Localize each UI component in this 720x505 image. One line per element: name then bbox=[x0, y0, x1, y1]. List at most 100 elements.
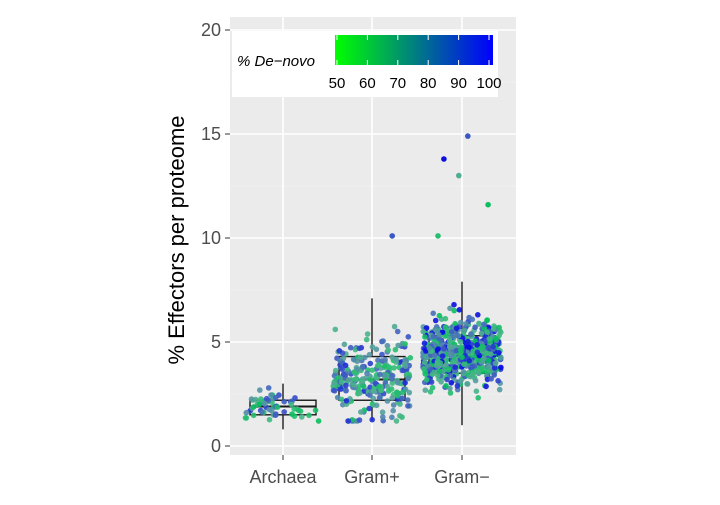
data-point bbox=[474, 349, 481, 356]
data-point bbox=[447, 305, 453, 312]
data-point bbox=[393, 418, 400, 424]
data-point bbox=[484, 329, 490, 336]
data-point bbox=[380, 414, 386, 420]
data-point bbox=[436, 368, 443, 374]
data-point bbox=[422, 334, 428, 340]
data-point bbox=[495, 378, 501, 384]
data-point bbox=[422, 387, 429, 394]
data-point bbox=[389, 395, 396, 401]
data-point bbox=[399, 395, 406, 402]
data-point bbox=[273, 394, 279, 401]
data-point bbox=[479, 365, 485, 372]
data-point bbox=[454, 383, 461, 389]
data-point bbox=[496, 350, 502, 356]
data-point bbox=[360, 383, 367, 390]
data-point bbox=[405, 403, 411, 409]
legend-tick-label: 70 bbox=[389, 75, 406, 92]
data-point bbox=[248, 396, 255, 402]
data-point bbox=[430, 310, 437, 317]
data-point bbox=[432, 317, 439, 324]
legend-tick-label: 90 bbox=[450, 75, 467, 92]
y-tick-label: 10 bbox=[201, 228, 221, 248]
data-point bbox=[426, 345, 433, 351]
data-point bbox=[445, 367, 452, 373]
data-point bbox=[376, 383, 382, 390]
data-point bbox=[242, 415, 249, 421]
data-point bbox=[268, 392, 274, 398]
data-point bbox=[373, 402, 380, 409]
data-point bbox=[356, 417, 363, 423]
data-point bbox=[448, 380, 455, 386]
data-point bbox=[381, 363, 388, 370]
data-point bbox=[359, 379, 366, 385]
data-point bbox=[250, 412, 257, 419]
data-point bbox=[420, 328, 427, 335]
data-point bbox=[376, 362, 382, 368]
data-point bbox=[449, 359, 456, 366]
data-point bbox=[265, 385, 272, 391]
data-point bbox=[443, 383, 449, 389]
y-tick-label: 15 bbox=[201, 124, 221, 144]
legend-tick-label: 100 bbox=[476, 75, 501, 92]
data-point bbox=[469, 316, 476, 323]
data-point bbox=[451, 301, 457, 308]
data-point bbox=[490, 343, 496, 350]
data-point bbox=[447, 372, 454, 379]
data-point bbox=[256, 401, 263, 408]
legend-tick-label: 80 bbox=[420, 75, 437, 92]
data-point bbox=[463, 321, 469, 327]
y-tick-label: 0 bbox=[211, 436, 221, 456]
data-point bbox=[446, 344, 453, 350]
data-point bbox=[437, 360, 444, 366]
data-point bbox=[435, 346, 441, 352]
y-axis-label: % Effectors per proteome bbox=[164, 115, 189, 364]
data-point bbox=[281, 398, 288, 405]
data-point bbox=[476, 321, 483, 327]
data-point bbox=[470, 370, 477, 377]
data-point bbox=[390, 402, 397, 408]
legend-tick-label: 60 bbox=[359, 75, 376, 92]
data-point bbox=[250, 404, 257, 410]
data-point bbox=[430, 334, 437, 340]
data-point-outlier bbox=[435, 233, 441, 239]
x-tick-label: Gram− bbox=[434, 467, 490, 487]
data-point bbox=[363, 336, 370, 343]
data-point bbox=[487, 336, 493, 342]
data-point bbox=[356, 383, 363, 389]
data-point bbox=[359, 363, 366, 370]
data-point bbox=[393, 356, 400, 363]
data-point bbox=[263, 395, 270, 402]
data-point bbox=[483, 383, 489, 390]
data-point bbox=[451, 307, 458, 314]
data-point bbox=[397, 401, 403, 407]
data-point bbox=[350, 356, 357, 363]
data-point bbox=[483, 350, 489, 357]
data-point bbox=[450, 333, 457, 340]
data-points bbox=[242, 133, 504, 424]
data-point-outlier bbox=[441, 156, 447, 162]
data-point bbox=[406, 389, 413, 396]
data-point bbox=[380, 338, 386, 344]
legend: % De−novo 50 60 70 80 90 100 bbox=[232, 31, 502, 97]
data-point bbox=[473, 388, 480, 395]
data-point bbox=[258, 396, 264, 402]
data-point bbox=[345, 377, 352, 383]
data-point bbox=[384, 383, 391, 390]
data-point bbox=[461, 361, 467, 368]
data-point bbox=[456, 307, 463, 313]
data-point bbox=[342, 362, 349, 369]
data-point bbox=[343, 398, 350, 404]
data-point bbox=[379, 409, 386, 416]
data-point bbox=[281, 409, 288, 415]
data-point bbox=[339, 366, 345, 373]
data-point bbox=[447, 351, 453, 358]
data-point bbox=[364, 370, 370, 377]
data-point bbox=[486, 357, 492, 364]
data-point bbox=[458, 347, 464, 353]
data-point bbox=[330, 387, 337, 394]
data-point bbox=[457, 339, 464, 345]
y-tick-label: 5 bbox=[211, 332, 221, 352]
data-point-outlier bbox=[485, 201, 491, 208]
data-point bbox=[399, 389, 406, 396]
